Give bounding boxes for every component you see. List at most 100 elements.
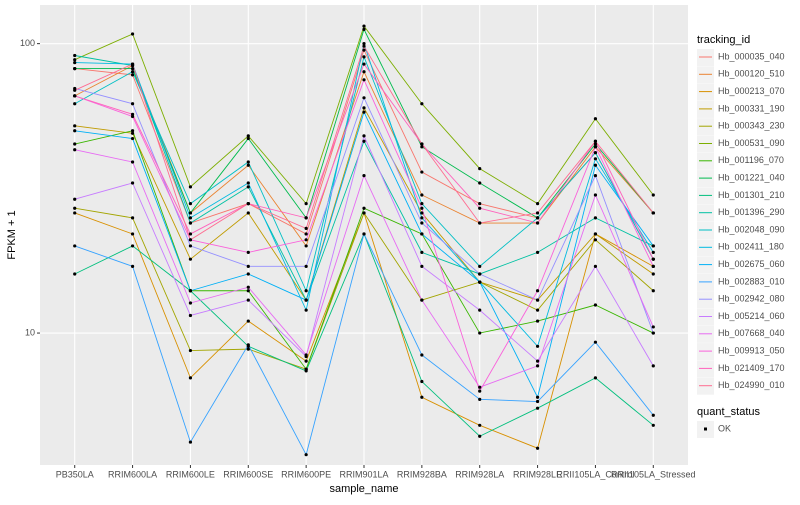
- data-point: [362, 62, 366, 66]
- x-tick-label: RRIM600LA: [108, 469, 157, 479]
- data-point: [420, 145, 424, 149]
- data-point: [246, 319, 250, 323]
- legend-label: Hb_001396_290: [718, 207, 785, 217]
- data-point: [73, 142, 77, 146]
- data-point: [304, 264, 308, 268]
- data-point: [246, 298, 250, 302]
- data-point: [478, 385, 482, 389]
- data-point: [73, 88, 77, 92]
- data-point: [188, 244, 193, 248]
- data-point: [246, 202, 250, 206]
- data-point: [535, 406, 540, 410]
- data-point: [593, 151, 598, 155]
- legend-label: OK: [718, 423, 731, 433]
- legend-label: Hb_024990_010: [718, 380, 785, 390]
- data-point: [420, 264, 424, 268]
- data-point: [651, 250, 655, 254]
- data-point: [362, 44, 366, 48]
- data-point: [188, 185, 193, 189]
- data-point: [651, 413, 655, 417]
- y-axis-title: FPKM + 1: [6, 210, 18, 259]
- data-point: [593, 142, 598, 146]
- data-point: [188, 440, 193, 444]
- data-point: [130, 136, 135, 141]
- data-point: [420, 193, 424, 197]
- data-point: [535, 289, 540, 293]
- data-point: [478, 331, 482, 335]
- data-point: [73, 61, 77, 65]
- data-point: [593, 193, 598, 197]
- data-point: [593, 117, 598, 121]
- data-point: [420, 250, 424, 254]
- data-point: [478, 206, 482, 210]
- data-point: [420, 102, 424, 106]
- data-point: [73, 129, 77, 133]
- data-point: [362, 27, 366, 32]
- legend-label: Hb_000213_070: [718, 86, 785, 96]
- x-tick-label: RRIM600PE: [281, 469, 331, 479]
- data-point: [304, 232, 308, 236]
- legend-label: Hb_001196_070: [718, 155, 784, 165]
- data-point: [73, 53, 77, 58]
- data-point: [362, 55, 366, 59]
- data-point: [478, 202, 482, 206]
- data-point: [362, 106, 366, 110]
- data-point: [188, 301, 193, 305]
- data-point: [478, 434, 482, 438]
- x-tick-label: RRII105LA_Stressed: [611, 469, 696, 479]
- data-point: [130, 216, 135, 220]
- data-point: [130, 112, 135, 116]
- data-point: [188, 289, 193, 293]
- data-point: [535, 216, 540, 220]
- data-point: [593, 264, 598, 268]
- legend-label: Hb_005214_060: [718, 311, 785, 321]
- data-point: [362, 206, 366, 210]
- data-point: [246, 250, 250, 254]
- data-point: [651, 244, 655, 248]
- legend-label: Hb_000120_510: [718, 69, 785, 79]
- data-point: [188, 211, 193, 215]
- data-point: [130, 66, 135, 71]
- data-point: [478, 167, 482, 171]
- data-point: [130, 102, 135, 106]
- data-point: [246, 272, 250, 276]
- data-point: [188, 221, 193, 225]
- data-point: [420, 232, 424, 236]
- data-point: [130, 70, 135, 74]
- data-point: [420, 170, 424, 174]
- legend-label: Hb_000343_230: [718, 121, 785, 131]
- data-point: [651, 325, 655, 329]
- legend-label: Hb_001301_210: [718, 190, 785, 200]
- data-point: [420, 221, 424, 225]
- data-point: [535, 221, 540, 225]
- legend-label: Hb_000331_190: [718, 103, 785, 113]
- data-point: [188, 348, 193, 353]
- data-point: [593, 376, 598, 380]
- x-tick-label: RRIM928LE: [513, 469, 562, 479]
- data-point: [73, 124, 77, 128]
- data-point: [535, 319, 540, 323]
- data-point: [73, 102, 77, 106]
- data-point: [593, 232, 598, 236]
- data-point: [130, 73, 135, 77]
- data-point: [593, 163, 598, 167]
- x-tick-label: RRIM600LE: [166, 469, 215, 479]
- data-point: [130, 244, 135, 248]
- y-tick-label: 10: [25, 327, 35, 337]
- data-point: [246, 347, 250, 351]
- legend-swatch: [704, 427, 707, 431]
- legend-label: Hb_001221_040: [718, 172, 785, 182]
- legend-label: Hb_002883_010: [718, 276, 785, 286]
- data-point: [304, 244, 308, 248]
- data-point: [304, 226, 308, 230]
- data-point: [246, 181, 250, 185]
- data-point: [593, 145, 598, 149]
- data-point: [130, 114, 135, 119]
- data-point: [420, 216, 424, 220]
- legend-label: Hb_000531_090: [718, 138, 785, 148]
- data-point: [362, 110, 366, 114]
- data-point: [651, 423, 655, 427]
- data-point: [188, 238, 193, 242]
- data-point: [535, 250, 540, 254]
- data-point: [362, 139, 366, 143]
